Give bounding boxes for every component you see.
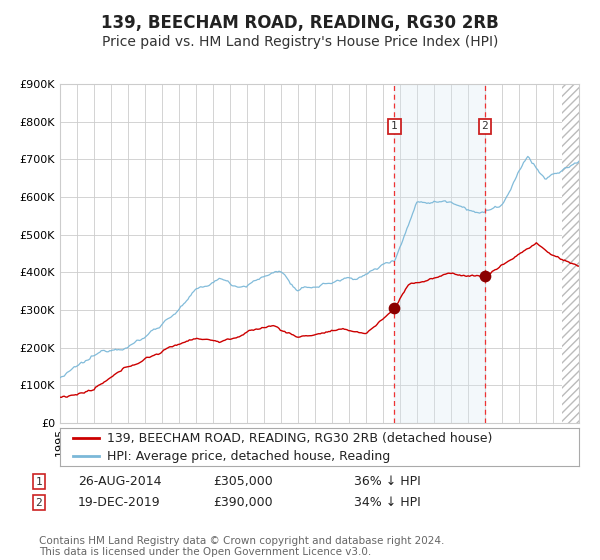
Text: 1: 1 xyxy=(391,122,398,132)
Text: 26-AUG-2014: 26-AUG-2014 xyxy=(78,475,161,488)
Text: Contains HM Land Registry data © Crown copyright and database right 2024.
This d: Contains HM Land Registry data © Crown c… xyxy=(39,535,445,557)
Point xyxy=(480,272,490,281)
Text: 139, BEECHAM ROAD, READING, RG30 2RB (detached house): 139, BEECHAM ROAD, READING, RG30 2RB (de… xyxy=(107,432,492,445)
Text: £390,000: £390,000 xyxy=(213,496,272,510)
Text: £305,000: £305,000 xyxy=(213,475,273,488)
Text: 19-DEC-2019: 19-DEC-2019 xyxy=(78,496,161,510)
Text: 139, BEECHAM ROAD, READING, RG30 2RB: 139, BEECHAM ROAD, READING, RG30 2RB xyxy=(101,14,499,32)
Text: 34% ↓ HPI: 34% ↓ HPI xyxy=(354,496,421,510)
Text: 36% ↓ HPI: 36% ↓ HPI xyxy=(354,475,421,488)
Point xyxy=(389,304,399,312)
Text: HPI: Average price, detached house, Reading: HPI: Average price, detached house, Read… xyxy=(107,450,390,463)
Bar xyxy=(394,84,485,423)
Text: Price paid vs. HM Land Registry's House Price Index (HPI): Price paid vs. HM Land Registry's House … xyxy=(102,35,498,49)
Text: 2: 2 xyxy=(35,498,43,508)
Bar xyxy=(562,84,579,423)
Text: 1: 1 xyxy=(35,477,43,487)
Text: 2: 2 xyxy=(482,122,488,132)
